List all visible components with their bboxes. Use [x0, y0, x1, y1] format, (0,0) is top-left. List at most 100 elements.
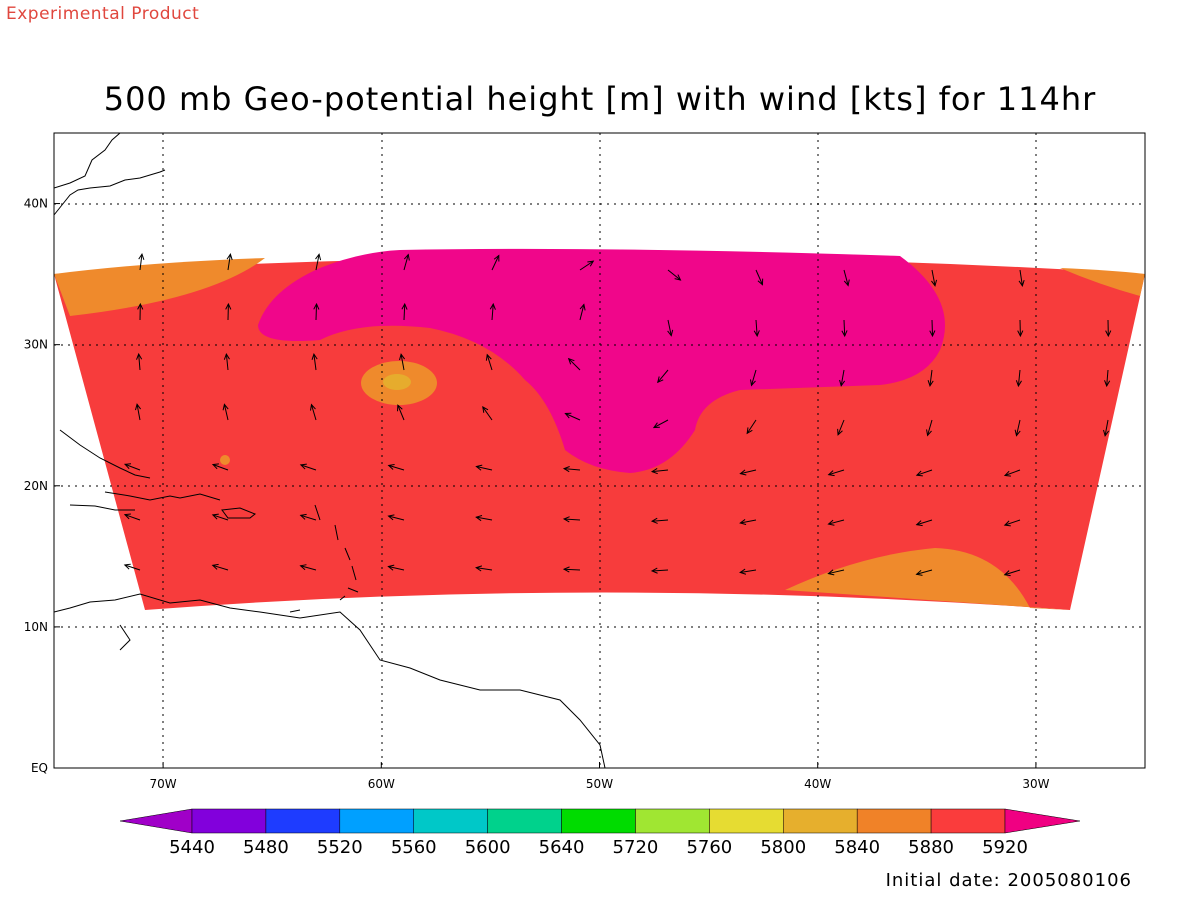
lon-tick-label: 60W	[368, 777, 395, 791]
wind-arrow	[837, 419, 845, 436]
wind-arrow	[387, 564, 405, 571]
wind-arrow	[299, 463, 317, 471]
latitude-axis: EQ 10N 20N 30N 40N	[24, 197, 60, 775]
wind-arrow	[1017, 319, 1024, 338]
wind-arrow	[650, 567, 669, 574]
contour-above-5920-region	[258, 248, 945, 473]
wind-arrow	[567, 357, 581, 371]
wind-arrow	[387, 514, 405, 521]
wind-arrow	[657, 369, 669, 384]
contour-5880-small-cell	[220, 455, 230, 465]
lat-tick-label: 40N	[24, 197, 48, 211]
experimental-product-label: Experimental Product	[6, 4, 200, 24]
wind-arrow	[562, 516, 581, 523]
colorbar-level-label: 5840	[834, 837, 880, 858]
wind-arrow	[739, 469, 757, 476]
wind-arrow	[475, 464, 493, 471]
wind-arrow	[491, 254, 500, 271]
wind-arrow	[650, 468, 669, 475]
colorbar-swatch	[635, 808, 710, 834]
colorbar-swatch	[413, 808, 488, 834]
colorbar-level-label: 5600	[465, 837, 511, 858]
colorbar-level-label: 5520	[317, 837, 363, 858]
wind-arrow	[1003, 519, 1021, 527]
wind-arrow	[482, 405, 493, 421]
wind-arrow	[579, 303, 586, 321]
wind-arrow	[475, 515, 493, 522]
colorbar-level-label: 5560	[391, 837, 437, 858]
wind-arrow	[753, 319, 760, 338]
lon-tick-label: 40W	[804, 777, 831, 791]
wind-arrow	[397, 404, 405, 421]
wind-arrow	[931, 269, 938, 287]
colorbar-level-label: 5720	[613, 837, 659, 858]
colorbar-level-label: 5800	[760, 837, 806, 858]
contour-5880-northeast	[1060, 268, 1145, 296]
initial-date-label: Initial date: 2005080106	[885, 870, 1132, 891]
wind-arrow	[211, 463, 229, 471]
wind-arrow	[315, 253, 322, 271]
wind-arrow	[299, 513, 317, 521]
wind-arrow	[137, 302, 144, 321]
wind-arrow	[1105, 319, 1112, 338]
wind-arrow	[1018, 269, 1025, 287]
wind-arrow	[485, 353, 493, 371]
wind-arrow	[562, 466, 581, 473]
wind-arrow	[562, 566, 581, 573]
wind-arrow	[123, 463, 141, 471]
wind-arrow	[927, 369, 934, 388]
lon-tick-label: 50W	[586, 777, 613, 791]
wind-arrow	[1104, 369, 1111, 388]
wind-arrow	[926, 419, 933, 437]
wind-arrow	[123, 563, 141, 571]
wind-arrow	[309, 403, 317, 421]
wind-arrow	[489, 302, 496, 321]
wind-arrow	[746, 419, 757, 435]
wind-arrow	[211, 513, 229, 521]
wind-arrow	[136, 352, 143, 371]
coastline-lesser-antilles	[289, 504, 359, 613]
lat-tick-label: 20N	[24, 479, 48, 493]
colorbar-swatch	[487, 808, 562, 834]
wind-arrow	[652, 419, 669, 429]
wind-arrow	[211, 563, 229, 571]
wind-vectors	[123, 252, 1112, 577]
wind-arrow	[1003, 469, 1021, 477]
wind-arrow	[403, 253, 410, 271]
wind-arrow	[915, 469, 933, 477]
colorbar-swatch	[709, 808, 784, 834]
colorbar-level-label: 5480	[243, 837, 289, 858]
colorbar-swatch	[856, 808, 932, 834]
colorbar-swatch	[339, 808, 414, 834]
wind-arrow	[739, 568, 757, 575]
chart-title: 500 mb Geo-potential height [m] with win…	[103, 80, 1097, 118]
wind-arrow	[915, 519, 933, 527]
colorbar-level-label: 5920	[982, 837, 1028, 858]
wind-arrow	[138, 252, 145, 271]
colorbar-swatch	[265, 808, 341, 834]
wind-arrow	[222, 403, 229, 421]
colorbar-low-arrow	[119, 808, 193, 834]
colorbar: 5440 5480 5520 5560 5600 5640 5720 5760 5800 5840…	[119, 808, 1081, 858]
wind-arrow	[915, 569, 933, 576]
wind-arrow	[1103, 419, 1110, 437]
wind-arrow	[311, 352, 318, 371]
lat-tick-label: EQ	[31, 761, 48, 775]
colorbar-high-arrow	[1004, 808, 1081, 834]
colorbar-level-label: 5880	[908, 837, 954, 858]
wind-arrow	[225, 302, 232, 321]
wind-arrow	[123, 513, 141, 521]
wind-arrow	[841, 319, 848, 338]
wind-arrow	[134, 403, 142, 421]
height-contour-fill	[54, 248, 1145, 610]
colorbar-level-label: 5640	[539, 837, 585, 858]
wind-arrow	[299, 564, 317, 571]
wind-arrow	[475, 565, 493, 572]
wind-arrow	[667, 319, 674, 337]
wind-arrow	[313, 302, 320, 321]
map-gridlines	[54, 133, 1145, 768]
wind-arrow	[929, 319, 936, 338]
lon-tick-label: 30W	[1022, 777, 1049, 791]
wind-arrow	[564, 412, 581, 421]
wind-arrow	[839, 369, 846, 387]
